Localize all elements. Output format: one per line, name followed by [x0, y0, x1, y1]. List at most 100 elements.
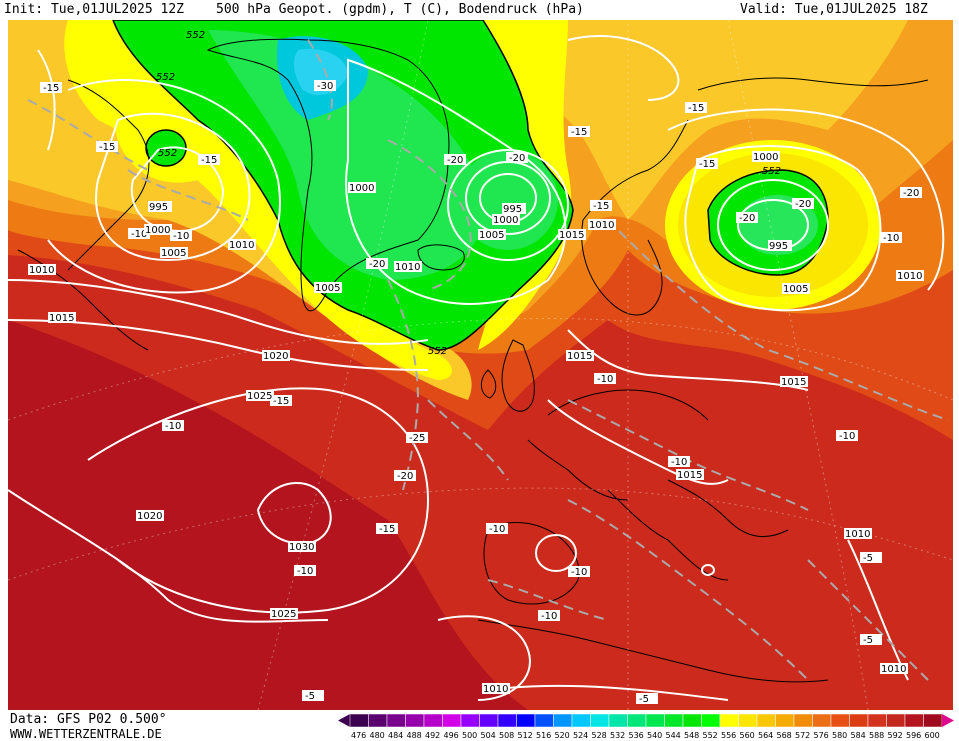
legend-swatch	[405, 713, 425, 728]
legend-swatch	[553, 713, 573, 728]
coastline-greenland	[206, 38, 450, 312]
temp-label: -5	[639, 694, 649, 705]
pressure-label: 995	[769, 241, 788, 252]
temp-label: -10	[173, 231, 189, 242]
temp-label: -10	[671, 457, 687, 468]
legend-label: 544	[666, 731, 681, 740]
pressure-label: 1005	[161, 248, 186, 259]
valid-time: Valid: Tue,01JUL2025 18Z	[740, 2, 928, 17]
pressure-label: 1015	[781, 377, 806, 388]
temp-label: -15	[593, 201, 609, 212]
legend-swatch	[904, 713, 924, 728]
pressure-label: 1010	[29, 265, 54, 276]
legend-swatch	[682, 713, 702, 728]
pressure-label: 1025	[271, 609, 296, 620]
init-time: Init: Tue,01JUL2025 12Z	[4, 2, 185, 17]
legend-swatch	[793, 713, 813, 728]
legend-label: 532	[610, 731, 625, 740]
website-link[interactable]: WWW.WETTERZENTRALE.DE	[10, 727, 162, 741]
temp-label: -15	[201, 155, 217, 166]
legend-arrow-right	[942, 714, 954, 727]
legend-label: 528	[592, 731, 607, 740]
pressure-labels: 995 1000 1005 1010 1010 1015 1020 1025 1…	[28, 151, 924, 695]
pressure-label: 1000	[145, 225, 170, 236]
legend-swatch	[516, 713, 536, 728]
legend-label: 500	[462, 731, 477, 740]
geopot-label: 552	[156, 72, 175, 83]
coastline-europe	[483, 389, 789, 605]
temp-label: -10	[297, 566, 313, 577]
legend-label: 480	[370, 731, 385, 740]
legend-swatch	[886, 713, 906, 728]
coastline-russia	[697, 77, 929, 91]
legend-label: 600	[925, 731, 940, 740]
legend-swatch	[571, 713, 591, 728]
temp-label: -15	[273, 396, 289, 407]
temp-label: -10	[489, 524, 505, 535]
pressure-label: 1015	[49, 313, 74, 324]
pressure-label: 1000	[753, 152, 778, 163]
pressure-label: 1005	[479, 230, 504, 241]
temp-label: -10	[571, 567, 587, 578]
pressure-label: 1000	[493, 215, 518, 226]
pressure-label: 1000	[349, 183, 374, 194]
temp-label: -10	[131, 229, 147, 240]
field-gold	[8, 20, 908, 220]
legend-swatch	[849, 713, 869, 728]
legend-swatch	[442, 713, 462, 728]
legend-label: 520	[555, 731, 570, 740]
pressure-label: 1010	[897, 271, 922, 282]
temp-label: -15	[99, 142, 115, 153]
legend-label: 548	[684, 731, 699, 740]
map-canvas: 552 552 552 552 552 -15 -15 -15 -15 -15 …	[8, 20, 953, 710]
pressure-label: 1010	[395, 262, 420, 273]
legend-label: 484	[388, 731, 403, 740]
legend-swatch	[368, 713, 388, 728]
legend-swatch	[830, 713, 850, 728]
legend-label: 588	[869, 731, 884, 740]
pressure-label: 1010	[229, 240, 254, 251]
legend-label: 508	[499, 731, 514, 740]
temp-label: -15	[699, 159, 715, 170]
pressure-label: 1015	[677, 470, 702, 481]
legend-label: 540	[647, 731, 662, 740]
legend-label: 512	[518, 731, 533, 740]
legend-label: 524	[573, 731, 588, 740]
legend-label: 592	[888, 731, 903, 740]
legend-label: 556	[721, 731, 736, 740]
legend-swatch	[423, 713, 443, 728]
legend-label: 516	[536, 731, 551, 740]
pressure-label: 1005	[783, 284, 808, 295]
graticule	[8, 20, 953, 710]
temp-label: -20	[447, 155, 463, 166]
temp-label: -10	[883, 233, 899, 244]
pressure-label: 1005	[315, 283, 340, 294]
legend-label: 596	[906, 731, 921, 740]
legend-label: 476	[351, 731, 366, 740]
coastlines	[17, 38, 929, 683]
temp-label: -30	[317, 81, 333, 92]
temp-label: -20	[397, 471, 413, 482]
temp-label: -15	[571, 127, 587, 138]
legend-swatch	[701, 713, 721, 728]
data-source: Data: GFS P02 0.500°	[10, 712, 167, 727]
pressure-label: 1015	[567, 351, 592, 362]
legend-label: 568	[777, 731, 792, 740]
legend-label: 584	[851, 731, 866, 740]
pressure-label: 995	[503, 204, 522, 215]
field-yellow-east	[478, 20, 572, 350]
legend-label: 504	[481, 731, 496, 740]
temp-label: -15	[379, 524, 395, 535]
legend-label: 560	[740, 731, 755, 740]
legend-swatch	[386, 713, 406, 728]
coastline-uk	[481, 339, 535, 412]
temp-label: -20	[903, 188, 919, 199]
legend-label: 580	[832, 731, 847, 740]
temp-label: -15	[43, 83, 59, 94]
coastline-iceland	[417, 244, 465, 271]
legend-label: 496	[444, 731, 459, 740]
geopot-label: 552	[762, 166, 781, 177]
legend-swatch	[460, 713, 480, 728]
legend-swatch	[608, 713, 628, 728]
legend-swatch	[756, 713, 776, 728]
